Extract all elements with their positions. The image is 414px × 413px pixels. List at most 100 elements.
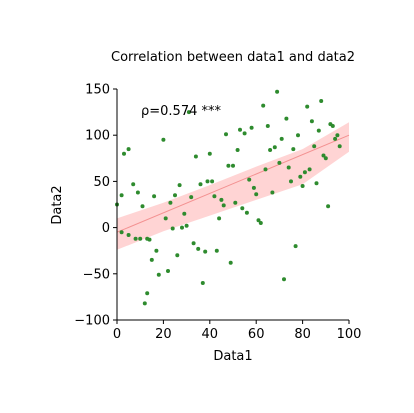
data-point bbox=[242, 131, 247, 136]
data-point bbox=[254, 192, 259, 197]
data-point bbox=[219, 197, 224, 202]
data-point bbox=[275, 89, 280, 94]
data-point bbox=[191, 241, 196, 246]
data-point bbox=[119, 193, 124, 198]
data-point bbox=[221, 203, 226, 208]
data-point bbox=[270, 190, 275, 195]
data-point bbox=[279, 136, 284, 141]
data-point bbox=[282, 277, 286, 282]
data-point bbox=[147, 237, 152, 242]
data-point bbox=[314, 181, 319, 186]
data-point bbox=[238, 127, 242, 132]
data-point bbox=[198, 182, 203, 187]
data-point bbox=[240, 206, 245, 211]
y-tick-label: −100 bbox=[74, 314, 110, 329]
y-axis-label: Data2 bbox=[50, 185, 65, 224]
data-point bbox=[316, 128, 321, 133]
data-point bbox=[289, 179, 293, 184]
data-point bbox=[205, 179, 210, 184]
data-point bbox=[235, 148, 240, 152]
data-point bbox=[212, 194, 217, 199]
data-point bbox=[286, 165, 291, 170]
data-point bbox=[224, 132, 228, 137]
data-point bbox=[249, 125, 254, 130]
data-point bbox=[142, 301, 147, 306]
data-point bbox=[119, 230, 124, 235]
data-point bbox=[175, 253, 180, 258]
data-point bbox=[258, 221, 263, 225]
data-point bbox=[302, 170, 307, 175]
data-point bbox=[156, 272, 161, 277]
data-point bbox=[231, 163, 235, 168]
data-point bbox=[265, 124, 270, 128]
data-point bbox=[293, 244, 298, 249]
y-tick-label: 0 bbox=[102, 221, 110, 236]
data-point bbox=[200, 281, 205, 285]
y-tick-label: −50 bbox=[83, 267, 110, 282]
data-point bbox=[184, 223, 189, 228]
data-point bbox=[333, 136, 338, 141]
data-point bbox=[170, 226, 175, 231]
data-point bbox=[326, 204, 331, 209]
x-tick-label: 20 bbox=[155, 327, 172, 342]
data-point bbox=[168, 200, 173, 205]
data-point bbox=[163, 216, 168, 221]
data-point bbox=[277, 160, 282, 165]
data-point bbox=[323, 156, 328, 161]
y-tick-label: 100 bbox=[85, 129, 110, 144]
data-point bbox=[186, 110, 191, 115]
data-point bbox=[305, 104, 310, 109]
data-point bbox=[284, 116, 289, 121]
data-point bbox=[203, 249, 208, 254]
data-point bbox=[180, 225, 184, 230]
data-point bbox=[307, 167, 312, 172]
data-point bbox=[207, 151, 212, 156]
data-point bbox=[300, 184, 305, 188]
data-point bbox=[182, 211, 187, 216]
data-point bbox=[228, 260, 233, 265]
y-ticks: −100 −50 0 50 100 150 bbox=[74, 83, 117, 329]
trend-line bbox=[116, 134, 350, 233]
data-point bbox=[247, 177, 252, 182]
x-tick-label: 60 bbox=[248, 327, 265, 342]
data-point bbox=[126, 147, 131, 152]
data-point bbox=[263, 167, 268, 172]
data-point bbox=[233, 200, 238, 205]
data-point bbox=[177, 183, 182, 188]
data-point bbox=[210, 179, 215, 184]
data-point bbox=[140, 204, 145, 209]
data-point bbox=[335, 133, 340, 138]
confidence-band-layer bbox=[117, 122, 349, 250]
chart-title: Correlation between data1 and data2 bbox=[111, 50, 355, 65]
data-point bbox=[319, 99, 324, 103]
x-ticks: 0 20 40 60 80 100 bbox=[113, 320, 362, 342]
data-point bbox=[138, 236, 143, 241]
y-tick-label: 50 bbox=[93, 175, 110, 190]
data-point bbox=[296, 133, 300, 138]
data-point bbox=[122, 151, 126, 156]
correlation-annotation: ρ=0.574 *** bbox=[141, 104, 221, 119]
data-point bbox=[312, 144, 317, 149]
data-point bbox=[321, 153, 326, 158]
x-tick-label: 80 bbox=[294, 327, 311, 342]
data-point bbox=[189, 195, 194, 200]
x-tick-label: 0 bbox=[113, 327, 121, 342]
data-point bbox=[226, 163, 231, 168]
data-point bbox=[217, 216, 222, 221]
data-point bbox=[173, 193, 177, 198]
data-point bbox=[251, 185, 256, 190]
data-point bbox=[135, 190, 140, 195]
data-point bbox=[133, 236, 138, 241]
x-tick-label: 100 bbox=[337, 327, 362, 342]
data-point bbox=[149, 257, 154, 262]
data-point bbox=[126, 233, 131, 237]
data-point bbox=[244, 210, 249, 215]
trend-line-layer bbox=[116, 134, 350, 233]
data-point bbox=[154, 248, 159, 253]
data-point bbox=[196, 246, 201, 251]
data-point bbox=[193, 154, 198, 159]
data-point bbox=[272, 145, 277, 150]
data-point bbox=[298, 174, 303, 179]
points-layer bbox=[115, 89, 342, 306]
